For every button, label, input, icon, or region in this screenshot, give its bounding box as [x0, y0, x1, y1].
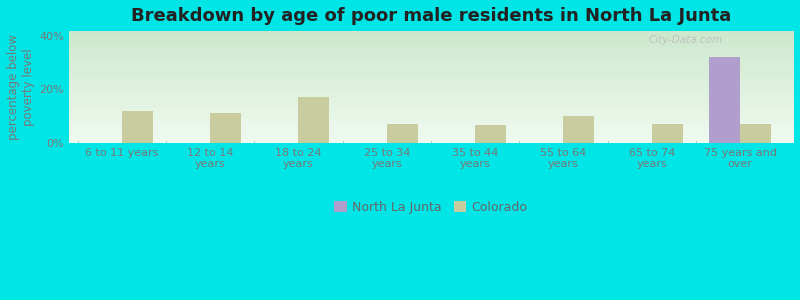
Bar	[563, 116, 594, 143]
Bar	[709, 57, 740, 143]
Bar	[740, 124, 771, 143]
Title: Breakdown by age of poor male residents in North La Junta: Breakdown by age of poor male residents …	[130, 7, 731, 25]
Bar	[122, 111, 153, 143]
Y-axis label: percentage below
poverty level: percentage below poverty level	[7, 34, 35, 140]
Bar	[298, 98, 330, 143]
Bar	[475, 125, 506, 143]
Bar	[210, 113, 241, 143]
Bar	[386, 124, 418, 143]
Text: City-Data.com: City-Data.com	[648, 35, 722, 45]
Bar	[652, 124, 682, 143]
Legend: North La Junta, Colorado: North La Junta, Colorado	[330, 196, 533, 219]
